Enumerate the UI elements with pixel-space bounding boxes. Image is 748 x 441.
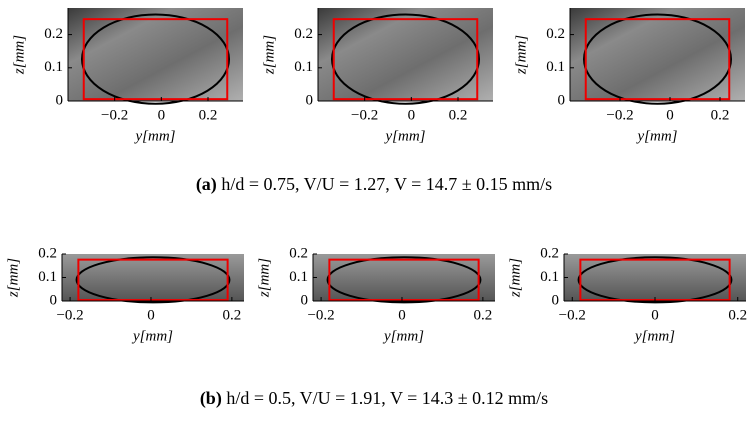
x-tick-label: 0.2 bbox=[711, 107, 730, 123]
x-tick-label: 0 bbox=[666, 107, 674, 123]
y-tick-label: 0.1 bbox=[289, 269, 308, 285]
caption-tag: (a) bbox=[196, 174, 217, 195]
sem-image bbox=[570, 8, 745, 101]
y-tick-label: 0 bbox=[552, 292, 560, 308]
y-tick-label: 0.2 bbox=[44, 26, 63, 42]
sem-image bbox=[564, 254, 746, 301]
x-axis-label: y[mm] bbox=[636, 128, 678, 144]
y-tick-label: 0.1 bbox=[44, 59, 63, 75]
y-axis-label: z[mm] bbox=[5, 258, 21, 298]
y-tick-label: 0 bbox=[56, 92, 64, 108]
y-tick-label: 0 bbox=[558, 92, 566, 108]
y-axis-label: z[mm] bbox=[513, 35, 529, 75]
caption: (b) h/d = 0.5, V/U = 1.91, V = 14.3 ± 0.… bbox=[200, 388, 548, 409]
x-tick-label: 0.2 bbox=[473, 307, 492, 323]
sem-image bbox=[68, 8, 243, 101]
x-tick-label: −0.2 bbox=[101, 107, 128, 123]
y-tick-label: 0.2 bbox=[294, 26, 313, 42]
y-tick-label: 0.1 bbox=[38, 269, 57, 285]
x-tick-label: 0.2 bbox=[222, 307, 241, 323]
y-tick-label: 0.1 bbox=[546, 59, 565, 75]
x-tick-label: 0.2 bbox=[728, 307, 747, 323]
figure: −0.200.200.10.2y[mm]z[mm]−0.200.200.10.2… bbox=[0, 0, 748, 441]
y-tick-label: 0.1 bbox=[294, 59, 313, 75]
sem-image bbox=[318, 8, 493, 101]
y-tick-label: 0 bbox=[50, 292, 58, 308]
y-tick-label: 0 bbox=[306, 92, 314, 108]
x-tick-label: −0.2 bbox=[559, 307, 586, 323]
x-axis-label: y[mm] bbox=[134, 128, 176, 144]
y-tick-label: 0.2 bbox=[289, 245, 308, 261]
sem-image bbox=[313, 254, 495, 301]
x-tick-label: −0.2 bbox=[351, 107, 378, 123]
y-tick-label: 0.2 bbox=[546, 26, 565, 42]
y-tick-label: 0 bbox=[301, 292, 309, 308]
x-tick-label: 0.2 bbox=[199, 107, 218, 123]
x-tick-label: 0 bbox=[398, 307, 406, 323]
caption: (a) h/d = 0.75, V/U = 1.27, V = 14.7 ± 0… bbox=[196, 174, 552, 195]
y-tick-label: 0.1 bbox=[540, 269, 559, 285]
caption-tag: (b) bbox=[200, 388, 222, 409]
y-axis-label: z[mm] bbox=[11, 35, 27, 75]
x-tick-label: 0 bbox=[147, 307, 155, 323]
caption-text: h/d = 0.5, V/U = 1.91, V = 14.3 ± 0.12 m… bbox=[226, 388, 548, 408]
x-tick-label: 0 bbox=[651, 307, 659, 323]
y-axis-label: z[mm] bbox=[261, 35, 277, 75]
caption-text: h/d = 0.75, V/U = 1.27, V = 14.7 ± 0.15 … bbox=[221, 174, 552, 194]
x-axis-label: y[mm] bbox=[384, 128, 426, 144]
x-tick-label: 0.2 bbox=[449, 107, 468, 123]
x-tick-label: −0.2 bbox=[56, 307, 83, 323]
sem-image bbox=[62, 254, 244, 301]
x-axis-label: y[mm] bbox=[131, 328, 173, 344]
x-tick-label: 0 bbox=[158, 107, 166, 123]
x-axis-label: y[mm] bbox=[633, 328, 675, 344]
x-axis-label: y[mm] bbox=[382, 328, 424, 344]
y-axis-label: z[mm] bbox=[507, 258, 523, 298]
x-tick-label: −0.2 bbox=[606, 107, 633, 123]
y-axis-label: z[mm] bbox=[256, 258, 272, 298]
x-tick-label: 0 bbox=[408, 107, 416, 123]
x-tick-label: −0.2 bbox=[307, 307, 334, 323]
y-tick-label: 0.2 bbox=[540, 245, 559, 261]
y-tick-label: 0.2 bbox=[38, 245, 57, 261]
